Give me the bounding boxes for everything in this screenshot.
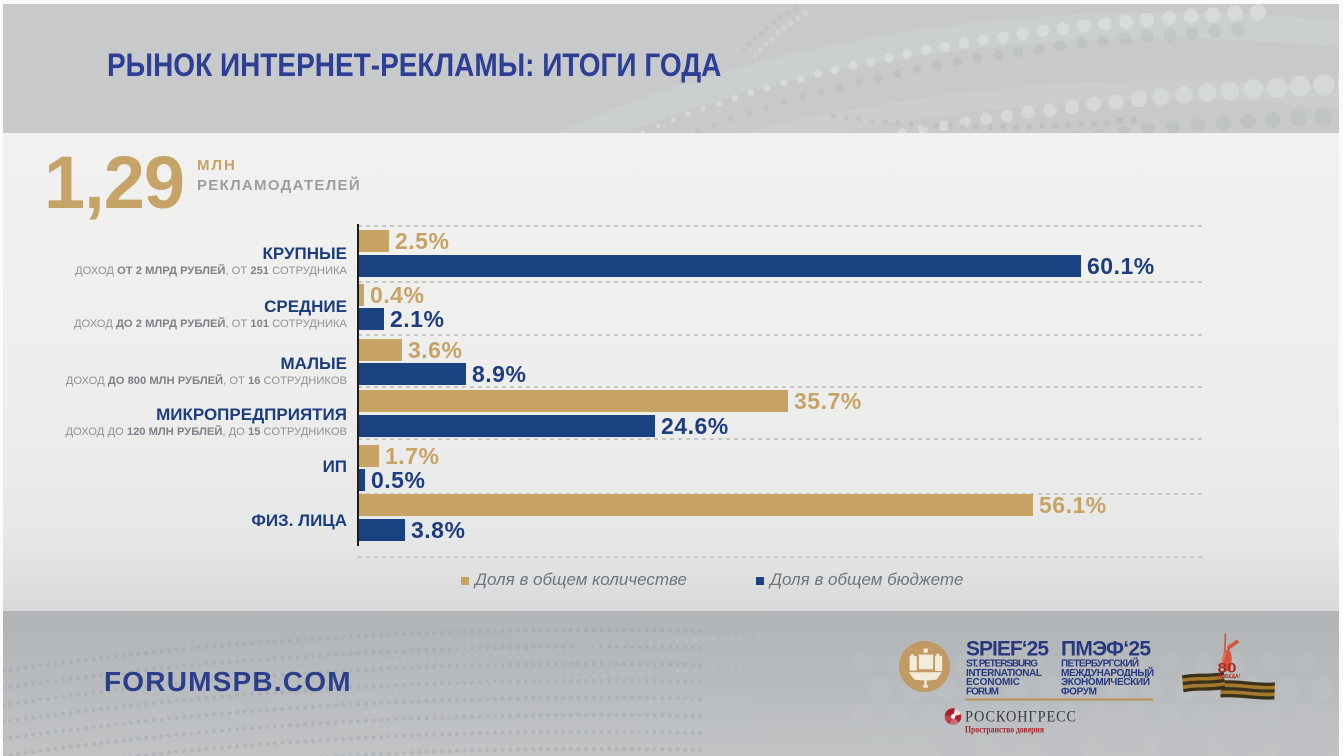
svg-text:80: 80 [1218,660,1237,675]
svg-text:ECONOMIC: ECONOMIC [966,677,1020,688]
svg-text:SPIEF‘25: SPIEF‘25 [966,638,1049,661]
svg-text:Пространство доверия: Пространство доверия [965,726,1044,736]
svg-text:ПОБЕДА!: ПОБЕДА! [1218,674,1240,680]
svg-text:ПЕТЕРБУРГСКИЙ: ПЕТЕРБУРГСКИЙ [1061,657,1139,670]
svg-text:МЕЖДУНАРОДНЫЙ: МЕЖДУНАРОДНЫЙ [1061,666,1154,679]
svg-text:РОСКОНГРЕСС: РОСКОНГРЕСС [965,709,1077,726]
svg-text:INTERNATIONAL: INTERNATIONAL [966,668,1042,679]
svg-text:ПМЭФ‘25: ПМЭФ‘25 [1061,638,1151,661]
svg-text:FORUM: FORUM [966,687,999,698]
svg-text:ST. PETERSBURG: ST. PETERSBURG [966,659,1038,670]
svg-text:ЭКОНОМИЧЕСКИЙ: ЭКОНОМИЧЕСКИЙ [1061,675,1150,688]
svg-text:ФОРУМ: ФОРУМ [1061,687,1097,698]
